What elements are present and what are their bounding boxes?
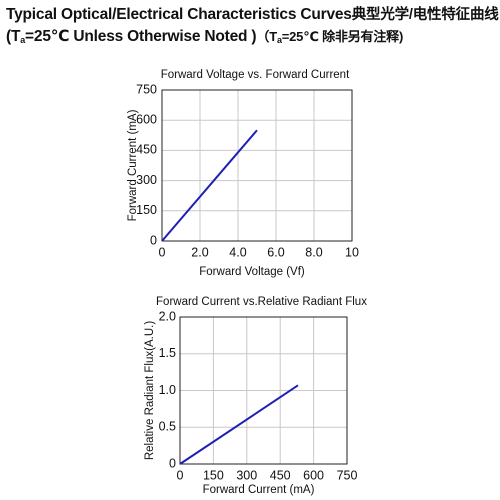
chart1-ylabel: Forward Current (mA) — [127, 109, 139, 221]
chart1-title: Forward Voltage vs. Forward Current — [161, 69, 350, 81]
chart2-ytick-label: 0 — [169, 456, 176, 470]
chart2-ytick-label: 1.0 — [159, 383, 176, 397]
header-title-en: Typical Optical/Electrical Characteristi… — [6, 6, 352, 23]
chart2-xtick-label: 150 — [203, 468, 224, 482]
chart1-xtick-label: 10 — [345, 245, 359, 259]
header-title-cn: 典型光学/电性特征曲线 — [351, 7, 499, 23]
chart1-xlabel: Forward Voltage (Vf) — [199, 266, 305, 278]
header-title-line: Typical Optical/Electrical Characteristi… — [6, 4, 499, 26]
chart2-frame — [179, 316, 348, 465]
conditions-sub: a — [20, 35, 26, 45]
conditions-open: (T — [6, 28, 21, 45]
chart1-ytick-label: 600 — [136, 112, 157, 126]
conditions-text: =25℃ Unless Otherwise Noted ) — [25, 28, 257, 45]
header-conditions-line: (Ta=25℃ Unless Otherwise Noted )（Ta=25℃ … — [6, 26, 496, 51]
conditions-cn-open: （T — [256, 29, 277, 44]
chart1-ytick-label: 0 — [150, 233, 157, 247]
chart1-xtick-label: 8.0 — [305, 245, 322, 259]
chart1-ytick-label: 300 — [136, 173, 157, 187]
chart1-xtick-label: 0 — [159, 245, 166, 259]
conditions-cn-sub: a — [276, 35, 282, 45]
chart1-ytick-label: 150 — [136, 203, 157, 217]
chart1-xtick-label: 2.0 — [191, 245, 208, 259]
chart2-title: Forward Current vs.Relative Radiant Flux — [156, 296, 367, 308]
chart1-ytick-label: 750 — [136, 82, 157, 96]
chart2-series-line — [179, 384, 299, 465]
chart2-xlabel: Forward Current (mA) — [203, 484, 315, 496]
chart1-xtick-label: 4.0 — [229, 245, 246, 259]
chart2-xtick-label: 0 — [177, 468, 184, 482]
chart2-ytick-label: 2.0 — [159, 309, 176, 323]
chart1-frame — [161, 89, 353, 242]
chart1-ytick-label: 450 — [136, 143, 157, 157]
chart2-xtick-label: 750 — [337, 468, 358, 482]
chart2-xtick-label: 600 — [303, 468, 324, 482]
chart2-xtick-label: 300 — [236, 468, 257, 482]
chart2-xtick-label: 450 — [270, 468, 291, 482]
chart2-ytick-label: 1.5 — [159, 346, 176, 360]
chart1-series-line — [161, 129, 258, 242]
chart1-xtick-label: 6.0 — [267, 245, 284, 259]
conditions-cn-text: =25℃ 除非另有注释) — [281, 29, 404, 44]
page-header: Typical Optical/Electrical Characteristi… — [6, 4, 499, 51]
chart2-ytick-label: 0.5 — [159, 420, 176, 434]
chart2-ylabel: Relative Radiant Flux(A.U.) — [144, 321, 156, 460]
